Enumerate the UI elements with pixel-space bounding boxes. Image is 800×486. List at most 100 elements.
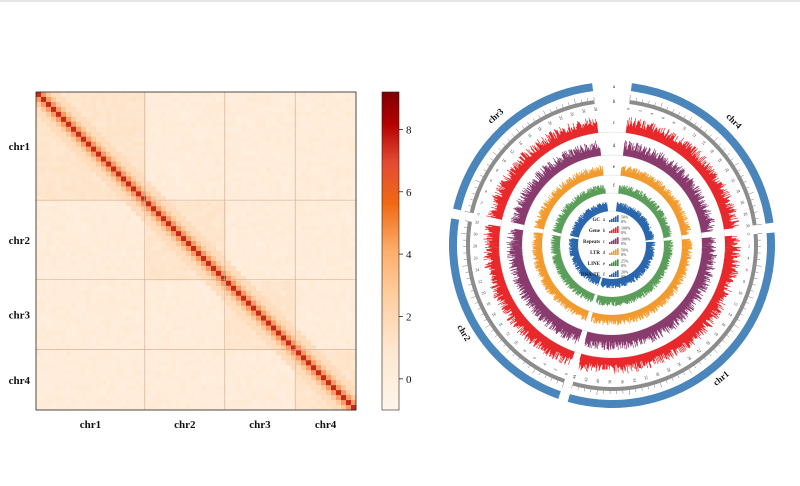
heatmap-cell	[36, 251, 42, 257]
heatmap-cell	[331, 295, 337, 302]
heatmap-cell	[271, 126, 277, 133]
heatmap-cell	[171, 285, 177, 292]
heatmap-cell	[266, 295, 272, 302]
heatmap-cell	[156, 201, 162, 207]
heatmap-cell	[281, 166, 287, 172]
heatmap-cell	[241, 216, 247, 222]
heatmap-cell	[141, 365, 147, 371]
heatmap-cell	[276, 116, 282, 123]
heatmap-cell	[351, 196, 357, 202]
heatmap-cell	[201, 161, 207, 167]
heatmap-cell	[101, 355, 107, 361]
heatmap-cell	[141, 260, 147, 267]
heatmap-cell	[246, 275, 252, 282]
heatmap-cell	[91, 365, 97, 371]
heatmap-cell	[246, 360, 252, 366]
heatmap-cell	[246, 325, 252, 331]
heatmap-cell	[176, 251, 182, 257]
heatmap-cell	[326, 116, 332, 123]
heatmap-cell	[246, 290, 252, 297]
heatmap-cell	[196, 116, 202, 123]
heatmap-cell	[331, 360, 337, 366]
track-baseline	[521, 154, 703, 336]
heatmap-cell	[251, 270, 257, 277]
heatmap-cell	[341, 365, 347, 371]
heatmap-cell	[201, 206, 207, 212]
heatmap-cell	[301, 111, 307, 118]
heatmap-cell	[331, 176, 337, 182]
heatmap-cell	[271, 201, 277, 207]
heatmap-cell	[216, 295, 222, 302]
heatmap-cell	[131, 400, 137, 406]
heatmap-cell	[96, 275, 102, 282]
heatmap-cell	[46, 181, 52, 187]
legend-min-label: 0%	[621, 263, 627, 268]
heatmap-cell	[231, 275, 237, 282]
heatmap-cell	[231, 241, 237, 247]
heatmap-cell	[76, 330, 82, 336]
heatmap-cell	[96, 116, 102, 123]
heatmap-cell	[346, 111, 352, 118]
heatmap-cell	[196, 335, 202, 341]
heatmap-cell	[56, 92, 62, 98]
heatmap-cell	[141, 156, 147, 162]
heatmap-cell	[196, 101, 202, 108]
heatmap-cell	[226, 385, 232, 391]
heatmap-cell	[211, 305, 217, 312]
heatmap-cell	[226, 300, 232, 307]
heatmap-cell	[276, 335, 282, 341]
heatmap-cell	[176, 320, 182, 326]
heatmap-cell	[221, 146, 227, 153]
heatmap-cell	[261, 186, 267, 192]
heatmap-cell	[126, 181, 132, 187]
heatmap-cell	[131, 315, 137, 321]
heatmap-cell	[41, 265, 47, 272]
heatmap-cell	[331, 156, 337, 162]
heatmap-cell	[196, 196, 202, 202]
heatmap-cell	[231, 216, 237, 222]
heatmap-cell	[256, 385, 262, 391]
heatmap-cell	[351, 156, 357, 162]
heatmap-cell	[251, 300, 257, 307]
heatmap-cell	[176, 126, 182, 133]
heatmap-cell	[46, 246, 52, 252]
heatmap-frame	[35, 91, 357, 411]
heatmap-cell	[121, 106, 127, 113]
heatmap-cell	[106, 116, 112, 123]
heatmap-cell	[221, 186, 227, 192]
heatmap-cell	[241, 231, 247, 237]
heatmap-cell	[91, 166, 97, 172]
scale-tick-label: 42	[583, 377, 589, 382]
heatmap-cell	[61, 131, 67, 138]
heatmap-cell	[321, 231, 327, 237]
heatmap-cell	[141, 161, 147, 167]
scale-tick-label: 24	[686, 355, 692, 361]
circos-plot: 0246810121416182022242628300246810121416…	[449, 83, 775, 408]
heatmap-cell	[316, 116, 322, 123]
heatmap-cell	[116, 141, 122, 148]
heatmap-cell	[146, 370, 152, 376]
heatmap-cell	[121, 151, 127, 157]
heatmap-cell	[91, 121, 97, 128]
heatmap-cell	[111, 375, 117, 381]
heatmap-cell	[286, 330, 292, 336]
heatmap-cell	[281, 295, 287, 302]
heatmap-cell	[181, 171, 187, 177]
heatmap-cell	[181, 275, 187, 282]
heatmap-cell	[156, 141, 162, 148]
heatmap-cell	[321, 330, 327, 336]
heatmap-cell	[341, 92, 347, 98]
heatmap-cell	[281, 111, 287, 118]
heatmap-cell	[311, 275, 317, 282]
heatmap-cell	[316, 350, 322, 356]
heatmap-cell	[151, 181, 157, 187]
heatmap-cell	[226, 345, 232, 351]
heatmap-cell	[151, 196, 157, 202]
heatmap-cell	[211, 320, 217, 326]
heatmap-cell	[346, 365, 352, 371]
heatmap-cell	[221, 345, 227, 351]
heatmap-cell	[66, 330, 72, 336]
heatmap-cell	[216, 196, 222, 202]
heatmap-cell	[236, 355, 242, 361]
heatmap-cell	[161, 275, 167, 282]
